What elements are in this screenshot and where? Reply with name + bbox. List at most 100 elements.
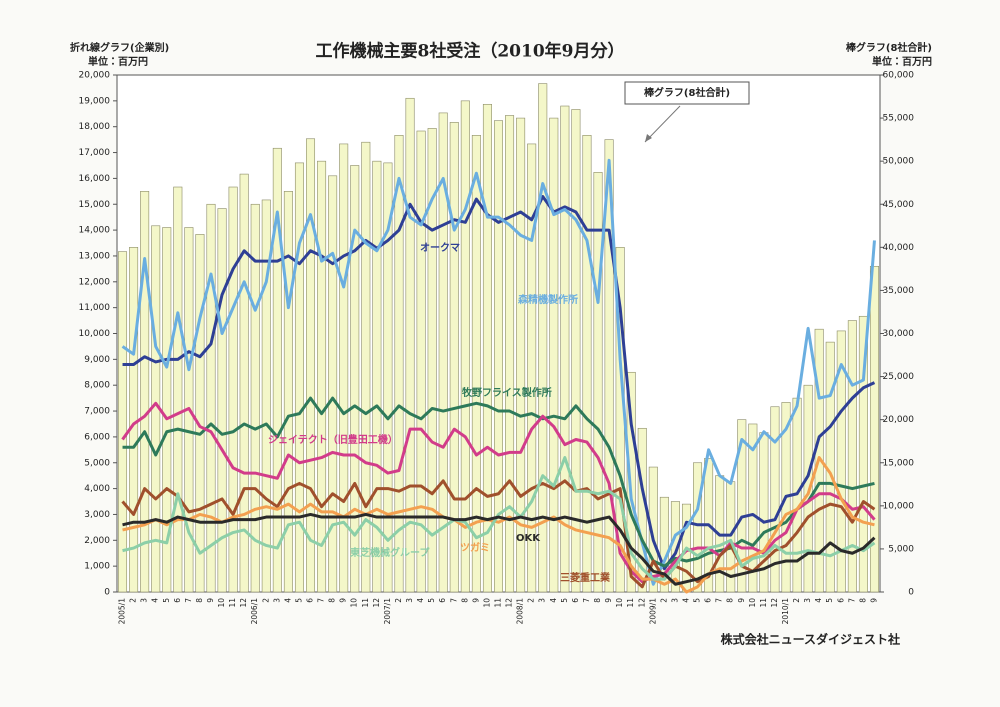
y-tick-label: 0 — [104, 588, 110, 598]
bar — [571, 109, 581, 593]
x-tick-label: 7 — [715, 598, 724, 603]
line-series — [121, 401, 876, 584]
x-tick-label: 6 — [438, 598, 447, 603]
x-tick-label: 6 — [836, 598, 845, 603]
x-tick-label: 7 — [184, 598, 193, 603]
x-tick-label: 11 — [626, 598, 635, 608]
x-tick-label: 5 — [693, 598, 702, 603]
y-tick-label: 14,000 — [79, 226, 111, 236]
bar — [549, 117, 559, 593]
x-tick-label: 6 — [306, 598, 315, 603]
bar — [593, 172, 603, 593]
y-tick-label: 18,000 — [79, 122, 111, 132]
x-tick-label: 12 — [239, 598, 248, 608]
bar — [482, 103, 492, 593]
series-label: 三菱重工業 — [560, 571, 611, 584]
y-axis-unit: 単位：百万円 — [88, 55, 148, 68]
series-label: ジェイテクト（旧豊田工機） — [268, 433, 398, 446]
y2-axis-title: 棒グラフ(8社合計) — [846, 41, 932, 54]
y-tick-label: 19,000 — [79, 96, 111, 106]
y-tick-label: 2,000 — [84, 536, 110, 546]
y-tick-label: 8,000 — [84, 381, 110, 391]
x-tick-label: 2 — [129, 598, 138, 603]
x-tick-label: 12 — [505, 598, 514, 608]
line-series — [122, 456, 875, 594]
x-tick-label: 9 — [737, 598, 746, 603]
x-tick-label: 9 — [206, 598, 215, 603]
bar — [836, 330, 846, 593]
bar — [228, 186, 238, 593]
bar — [505, 115, 515, 593]
bar — [140, 191, 150, 593]
x-tick-label: 10 — [482, 598, 491, 608]
x-tick-label: 6 — [571, 598, 580, 603]
bar — [283, 191, 293, 593]
y-tick-label: 1,000 — [84, 562, 110, 572]
bar — [383, 162, 393, 593]
y2-tick-label: 45,000 — [883, 200, 915, 210]
bar — [869, 265, 879, 593]
bar — [118, 251, 128, 593]
bar — [582, 135, 592, 593]
bar — [737, 419, 747, 593]
x-tick-label: 4 — [151, 598, 160, 603]
bar — [173, 186, 183, 593]
x-tick-label: 11 — [361, 598, 370, 608]
annotation-arrow — [644, 105, 681, 143]
y-tick-label: 16,000 — [79, 174, 111, 184]
y-tick-label: 7,000 — [84, 407, 110, 417]
series-label: ツガミ — [460, 541, 490, 554]
bar — [317, 160, 327, 593]
x-tick-label: 11 — [494, 598, 503, 608]
line-series — [121, 479, 876, 589]
y2-tick-label: 40,000 — [883, 243, 915, 253]
x-tick-label: 10 — [615, 598, 624, 608]
bar — [294, 162, 304, 593]
bar — [527, 143, 537, 593]
x-tick-label: 3 — [670, 598, 679, 603]
x-tick-label: 7 — [317, 598, 326, 603]
y2-axis-unit: 単位：百万円 — [872, 55, 932, 68]
bar — [350, 165, 360, 593]
x-tick-label: 2 — [527, 598, 536, 603]
bar — [460, 100, 470, 593]
x-tick-label: 7 — [449, 598, 458, 603]
bar — [306, 138, 316, 593]
annotation-box — [624, 81, 750, 105]
y2-tick-label: 5,000 — [888, 544, 914, 554]
x-tick-label: 8 — [726, 598, 735, 603]
bar — [770, 406, 780, 593]
line-series — [122, 396, 875, 568]
x-tick-label: 5 — [825, 598, 834, 603]
annotation: 棒グラフ(8社合計) — [644, 86, 730, 99]
x-tick-label: 5 — [560, 598, 569, 603]
bar — [604, 139, 614, 593]
bar — [516, 117, 526, 593]
y-tick-label: 17,000 — [79, 148, 111, 158]
y-tick-label: 3,000 — [84, 510, 110, 520]
bar — [361, 141, 371, 593]
y-tick-label: 15,000 — [79, 200, 111, 210]
series-label: OKK — [516, 533, 541, 544]
bar — [328, 175, 338, 593]
bar — [162, 227, 172, 593]
x-tick-label: 2 — [792, 598, 801, 603]
x-tick-label: 2008/1 — [516, 598, 525, 625]
line-series — [122, 195, 876, 571]
bar — [261, 199, 271, 593]
y-tick-label: 20,000 — [79, 71, 111, 81]
y-tick-label: 5,000 — [84, 458, 110, 468]
x-tick-label: 4 — [814, 598, 823, 603]
y-tick-label: 13,000 — [79, 251, 111, 261]
x-tick-label: 3 — [803, 598, 812, 603]
y2-tick-label: 50,000 — [883, 157, 915, 167]
x-tick-label: 4 — [416, 598, 425, 603]
bar — [427, 128, 437, 593]
x-tick-label: 12 — [637, 598, 646, 608]
x-tick-label: 8 — [858, 598, 867, 603]
line-series — [122, 512, 876, 586]
bar — [129, 247, 139, 593]
y2-tick-label: 10,000 — [883, 501, 915, 511]
bar — [803, 384, 813, 593]
x-tick-label: 3 — [538, 598, 547, 603]
